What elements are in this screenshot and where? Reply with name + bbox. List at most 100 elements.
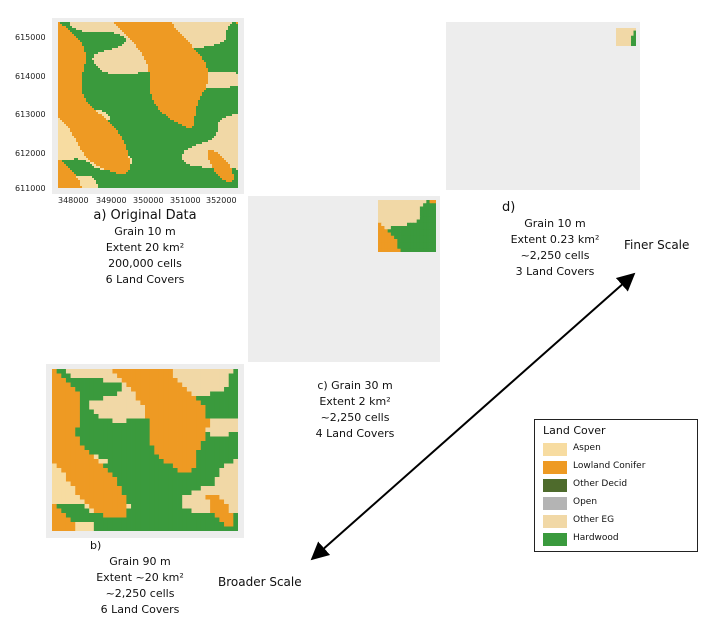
land-cover-cell xyxy=(196,46,199,49)
land-cover-cell xyxy=(108,62,111,65)
land-cover-cell xyxy=(68,54,71,57)
land-cover-cell xyxy=(68,58,71,61)
land-cover-cell xyxy=(214,24,217,27)
land-cover-cell xyxy=(122,42,125,45)
land-cover-cell xyxy=(90,42,93,45)
land-cover-cell xyxy=(180,72,183,75)
land-cover-cell xyxy=(166,68,169,71)
land-cover-cell xyxy=(118,86,121,89)
land-cover-cell xyxy=(158,34,161,37)
land-cover-cell xyxy=(208,62,211,65)
land-cover-cell xyxy=(106,94,109,97)
land-cover-cell xyxy=(66,94,69,97)
land-cover-cell xyxy=(160,86,163,89)
land-cover-cell xyxy=(186,84,189,87)
land-cover-cell xyxy=(130,84,133,87)
land-cover-cell xyxy=(164,40,167,43)
land-cover-cell xyxy=(224,52,227,55)
land-cover-cell xyxy=(84,58,87,61)
land-cover-cell xyxy=(104,38,107,41)
land-cover-cell xyxy=(100,104,103,107)
land-cover-cell xyxy=(162,94,165,97)
land-cover-cell xyxy=(112,112,115,115)
land-cover-cell xyxy=(96,72,99,75)
land-cover-cell xyxy=(100,26,103,29)
land-cover-cell xyxy=(174,88,177,91)
land-cover-cell xyxy=(210,36,213,39)
land-cover-cell xyxy=(208,28,211,31)
land-cover-cell xyxy=(222,76,225,79)
land-cover-cell xyxy=(72,48,75,51)
land-cover-cell xyxy=(76,96,79,99)
land-cover-cell xyxy=(232,46,235,49)
land-cover-cell xyxy=(112,34,115,37)
land-cover-cell xyxy=(152,68,155,71)
land-cover-cell xyxy=(112,88,115,91)
land-cover-cell xyxy=(160,96,163,99)
land-cover-cell xyxy=(208,48,211,51)
land-cover-cell xyxy=(180,44,183,47)
land-cover-cell xyxy=(200,24,203,27)
land-cover-cell xyxy=(208,88,211,91)
land-cover-cell xyxy=(218,56,221,59)
land-cover-cell xyxy=(178,82,181,85)
land-cover-cell xyxy=(62,102,65,105)
land-cover-cell xyxy=(90,40,93,43)
land-cover-cell xyxy=(146,104,149,107)
land-cover-cell xyxy=(100,44,103,47)
land-cover-cell xyxy=(180,68,183,71)
land-cover-cell xyxy=(138,78,141,81)
land-cover-cell xyxy=(164,32,167,35)
land-cover-cell xyxy=(94,92,97,95)
land-cover-cell xyxy=(182,68,185,71)
land-cover-cell xyxy=(180,30,183,33)
land-cover-cell xyxy=(68,62,71,65)
land-cover-cell xyxy=(156,66,159,69)
land-cover-cell xyxy=(130,30,133,33)
land-cover-cell xyxy=(64,82,67,85)
land-cover-cell xyxy=(176,26,179,29)
land-cover-cell xyxy=(226,28,229,31)
land-cover-cell xyxy=(190,22,193,25)
land-cover-cell xyxy=(170,24,173,27)
land-cover-cell xyxy=(84,70,87,73)
land-cover-cell xyxy=(106,24,109,27)
land-cover-cell xyxy=(104,90,107,93)
land-cover-cell xyxy=(166,88,169,91)
land-cover-cell xyxy=(180,76,183,79)
land-cover-cell xyxy=(208,96,211,99)
land-cover-cell xyxy=(148,26,151,29)
land-cover-cell xyxy=(188,44,191,47)
land-cover-cell xyxy=(66,46,69,49)
land-cover-cell xyxy=(190,28,193,31)
land-cover-cell xyxy=(236,42,238,45)
land-cover-cell xyxy=(66,40,69,43)
land-cover-cell xyxy=(168,38,171,41)
land-cover-cell xyxy=(142,60,145,63)
land-cover-cell xyxy=(226,98,229,101)
land-cover-cell xyxy=(194,38,197,41)
land-cover-cell xyxy=(138,100,141,103)
land-cover-cell xyxy=(66,100,69,103)
land-cover-cell xyxy=(62,34,65,37)
land-cover-cell xyxy=(88,42,91,45)
land-cover-cell xyxy=(212,62,215,65)
land-cover-cell xyxy=(226,80,229,83)
land-cover-cell xyxy=(74,106,77,109)
land-cover-cell xyxy=(200,96,203,99)
land-cover-cell xyxy=(134,64,137,67)
land-cover-cell xyxy=(102,78,105,81)
land-cover-cell xyxy=(228,46,231,49)
land-cover-cell xyxy=(210,60,213,63)
land-cover-cell xyxy=(214,56,217,59)
land-cover-cell xyxy=(106,44,109,47)
land-cover-cell xyxy=(208,92,211,95)
land-cover-cell xyxy=(156,96,159,99)
land-cover-cell xyxy=(198,22,201,25)
land-cover-cell xyxy=(74,102,77,105)
land-cover-cell xyxy=(188,38,191,41)
land-cover-cell xyxy=(94,36,97,39)
land-cover-cell xyxy=(100,90,103,93)
land-cover-cell xyxy=(142,30,145,33)
land-cover-cell xyxy=(118,30,121,33)
